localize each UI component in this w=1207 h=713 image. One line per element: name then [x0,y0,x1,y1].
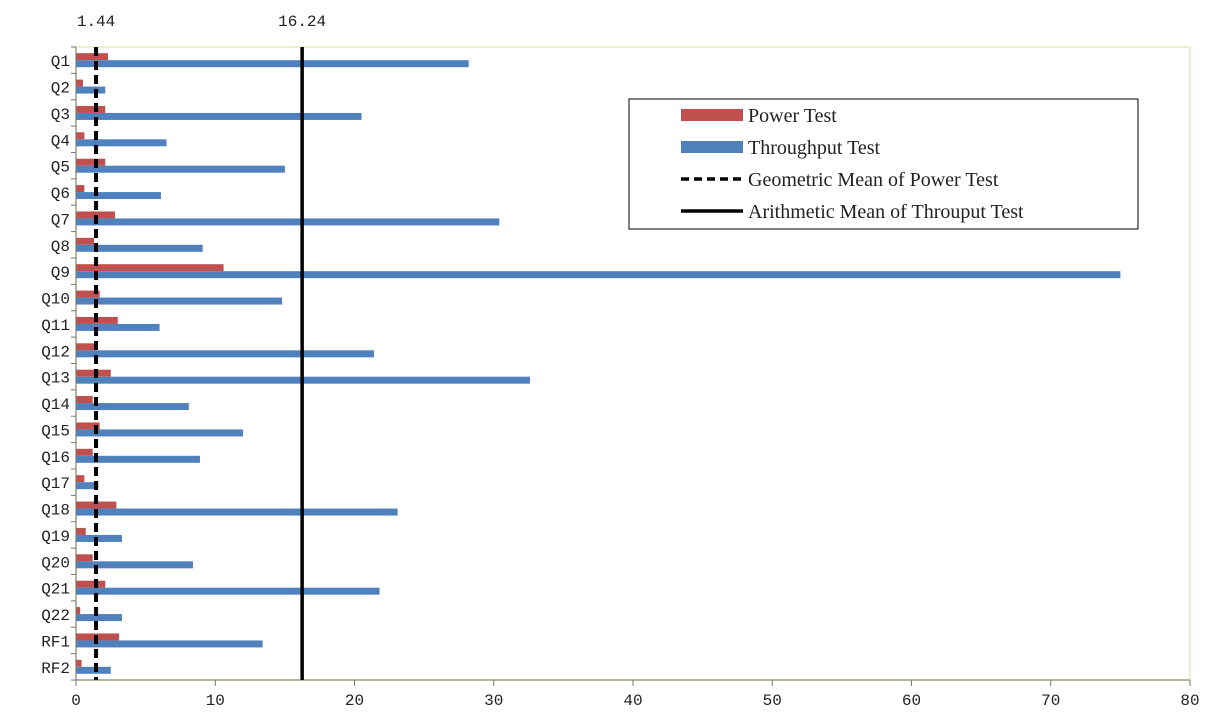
x-tick-label-60: 60 [902,692,921,710]
bar-power-test-q21 [76,580,106,588]
bar-throughput-test-q22 [76,614,122,622]
y-tick-label-q19: Q19 [41,528,70,546]
bar-power-test-q20 [76,554,93,562]
y-tick-label-q20: Q20 [41,554,70,572]
bar-power-test-q13 [76,369,111,377]
y-tick-label-q7: Q7 [51,211,70,229]
bar-throughput-test-q9 [76,271,1121,279]
reference-line-label-dashed: 1.44 [77,13,115,31]
bar-power-test-q12 [76,343,96,351]
x-tick-label-80: 80 [1180,692,1199,710]
y-tick-label-q1: Q1 [51,53,70,71]
y-tick-label-q15: Q15 [41,422,70,440]
bar-power-test-q2 [76,79,83,87]
bar-throughput-test-rf2 [76,666,111,674]
bar-power-test-q7 [76,211,115,219]
bar-throughput-test-q14 [76,403,189,411]
y-tick-label-q2: Q2 [51,80,70,98]
bar-power-test-q6 [76,185,85,193]
y-tick-label-q11: Q11 [41,317,70,335]
bar-throughput-test-q4 [76,139,167,147]
y-tick-label-q22: Q22 [41,607,70,625]
y-tick-label-q6: Q6 [51,185,70,203]
legend-swatch [681,109,743,121]
x-tick-label-10: 10 [206,692,225,710]
y-tick-label-q4: Q4 [51,132,70,150]
bar-power-test-q10 [76,290,100,298]
bar-throughput-test-q1 [76,60,469,68]
bar-power-test-rf2 [76,659,82,667]
y-tick-label-q16: Q16 [41,449,70,467]
bar-throughput-test-q19 [76,534,122,542]
bar-power-test-q16 [76,448,93,456]
bar-throughput-test-q8 [76,244,203,252]
x-tick-label-70: 70 [1041,692,1060,710]
bar-power-test-q15 [76,422,100,430]
x-tick-label-20: 20 [345,692,364,710]
y-tick-label-q5: Q5 [51,159,70,177]
y-tick-label-q21: Q21 [41,581,70,599]
bar-power-test-q19 [76,527,86,535]
y-tick-label-q12: Q12 [41,343,70,361]
bar-throughput-test-q21 [76,587,380,595]
bar-throughput-test-q2 [76,86,106,94]
legend-swatch [681,141,743,153]
y-tick-label-rf1: RF1 [41,633,70,651]
bar-throughput-test-q12 [76,350,374,358]
y-tick-label-q18: Q18 [41,502,70,520]
bar-power-test-q5 [76,158,106,166]
bar-throughput-test-q5 [76,165,285,173]
bar-power-test-q8 [76,237,95,245]
y-tick-label-q9: Q9 [51,264,70,282]
y-tick-label-q14: Q14 [41,396,70,414]
bar-power-test-q1 [76,53,109,61]
x-tick-label-30: 30 [484,692,503,710]
y-tick-label-q10: Q10 [41,291,70,309]
y-tick-label-q17: Q17 [41,475,70,493]
bar-power-test-q3 [76,105,106,113]
bar-throughput-test-q11 [76,323,160,331]
bar-throughput-test-q17 [76,482,99,490]
x-tick-label-0: 0 [71,692,81,710]
y-tick-label-rf2: RF2 [41,660,70,678]
bar-power-test-q9 [76,264,224,272]
bar-power-test-q18 [76,501,117,509]
bar-throughput-test-q15 [76,429,244,437]
legend-label: Arithmetic Mean of Throuput Test [748,201,1024,223]
bar-throughput-test-q16 [76,455,200,463]
legend-label: Throughput Test [748,137,881,159]
bar-throughput-test-rf1 [76,640,263,648]
bar-throughput-test-q18 [76,508,398,516]
bar-power-test-q22 [76,607,81,615]
legend-label: Geometric Mean of Power Test [748,169,999,191]
x-tick-label-50: 50 [763,692,782,710]
bar-power-test-q14 [76,396,93,404]
y-tick-label-q8: Q8 [51,238,70,256]
bar-power-test-q4 [76,132,85,140]
reference-line-label-solid: 16.24 [278,13,326,31]
x-tick-label-40: 40 [623,692,642,710]
bar-power-test-q17 [76,475,85,483]
y-tick-label-q3: Q3 [51,106,70,124]
bar-throughput-test-q20 [76,561,193,569]
bar-throughput-test-q10 [76,297,283,305]
bar-throughput-test-q7 [76,218,500,226]
legend-label: Power Test [748,105,837,127]
y-tick-label-q13: Q13 [41,370,70,388]
bar-throughput-test-q3 [76,112,362,120]
bar-throughput-test-q6 [76,192,161,200]
